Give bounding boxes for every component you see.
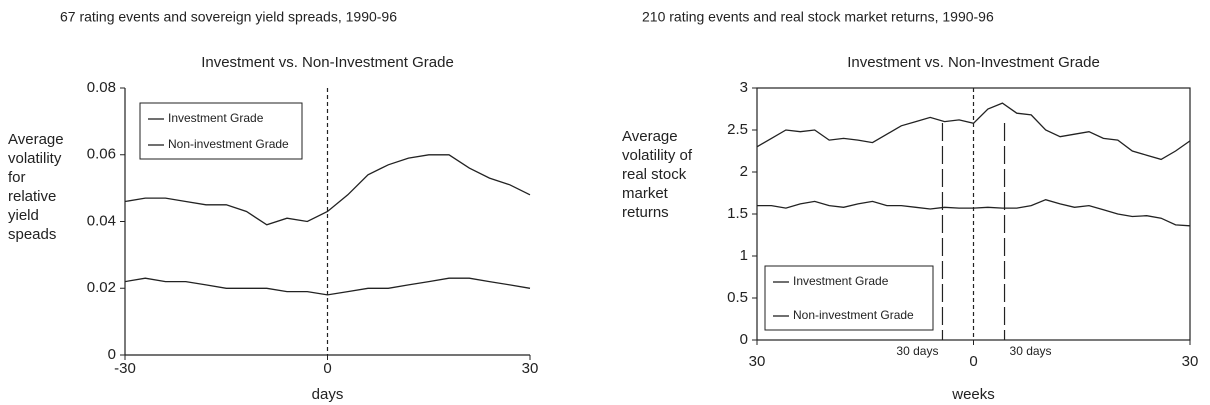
chart-heading: 210 rating events and real stock market … [642, 9, 994, 25]
y-tick-label: 0.08 [87, 79, 116, 96]
legend-label: Non-investment Grade [793, 308, 914, 322]
y-tick-label: 0.04 [87, 212, 116, 229]
y-axis-label: speads [8, 226, 56, 243]
x-tick-label: 0 [969, 353, 977, 370]
series-line [756, 102, 1191, 161]
chart-title: Investment vs. Non-Investment Grade [201, 54, 454, 71]
x-axis-label: days [312, 386, 344, 403]
y-tick-label: 0.02 [87, 279, 116, 296]
x-tick-label: 0 [323, 360, 331, 377]
marker-label: 30 days [896, 344, 938, 358]
y-axis-label: relative [8, 188, 56, 205]
y-tick-label: 0.06 [87, 146, 116, 163]
legend-label: Non-investment Grade [168, 137, 289, 151]
y-tick-label: 0.5 [727, 289, 748, 306]
y-axis-label: real stock [622, 166, 687, 183]
series-line [757, 199, 1191, 227]
y-axis-label: Average [622, 128, 678, 145]
marker-label: 30 days [1010, 344, 1052, 358]
chart-heading: 67 rating events and sovereign yield spr… [60, 9, 397, 25]
y-tick-label: 0 [108, 346, 116, 363]
x-axis-label: weeks [951, 386, 995, 403]
x-tick-label: 30 [749, 353, 766, 370]
y-axis-label: returns [622, 204, 669, 221]
y-tick-label: 2.5 [727, 121, 748, 138]
legend-label: Investment Grade [168, 111, 264, 125]
y-tick-label: 2 [740, 163, 748, 180]
chart-title: Investment vs. Non-Investment Grade [847, 54, 1100, 71]
y-tick-label: 0 [740, 331, 748, 348]
legend-label: Investment Grade [793, 274, 889, 288]
y-axis-label: volatility [8, 150, 62, 167]
series-line [124, 154, 531, 226]
y-tick-label: 1 [740, 247, 748, 264]
x-tick-label: 30 [522, 360, 539, 377]
y-axis-label: market [622, 185, 669, 202]
legend-box [139, 102, 303, 160]
legend-box [764, 265, 934, 331]
y-axis-label: Average [8, 131, 64, 148]
x-tick-label: -30 [114, 360, 136, 377]
y-axis-label: volatility of [622, 147, 693, 164]
x-tick-label: 30 [1182, 353, 1199, 370]
series-line [124, 277, 531, 296]
y-axis-label: for [8, 169, 26, 186]
y-tick-label: 1.5 [727, 205, 748, 222]
y-tick-label: 3 [740, 79, 748, 96]
y-axis-label: yield [8, 207, 39, 224]
